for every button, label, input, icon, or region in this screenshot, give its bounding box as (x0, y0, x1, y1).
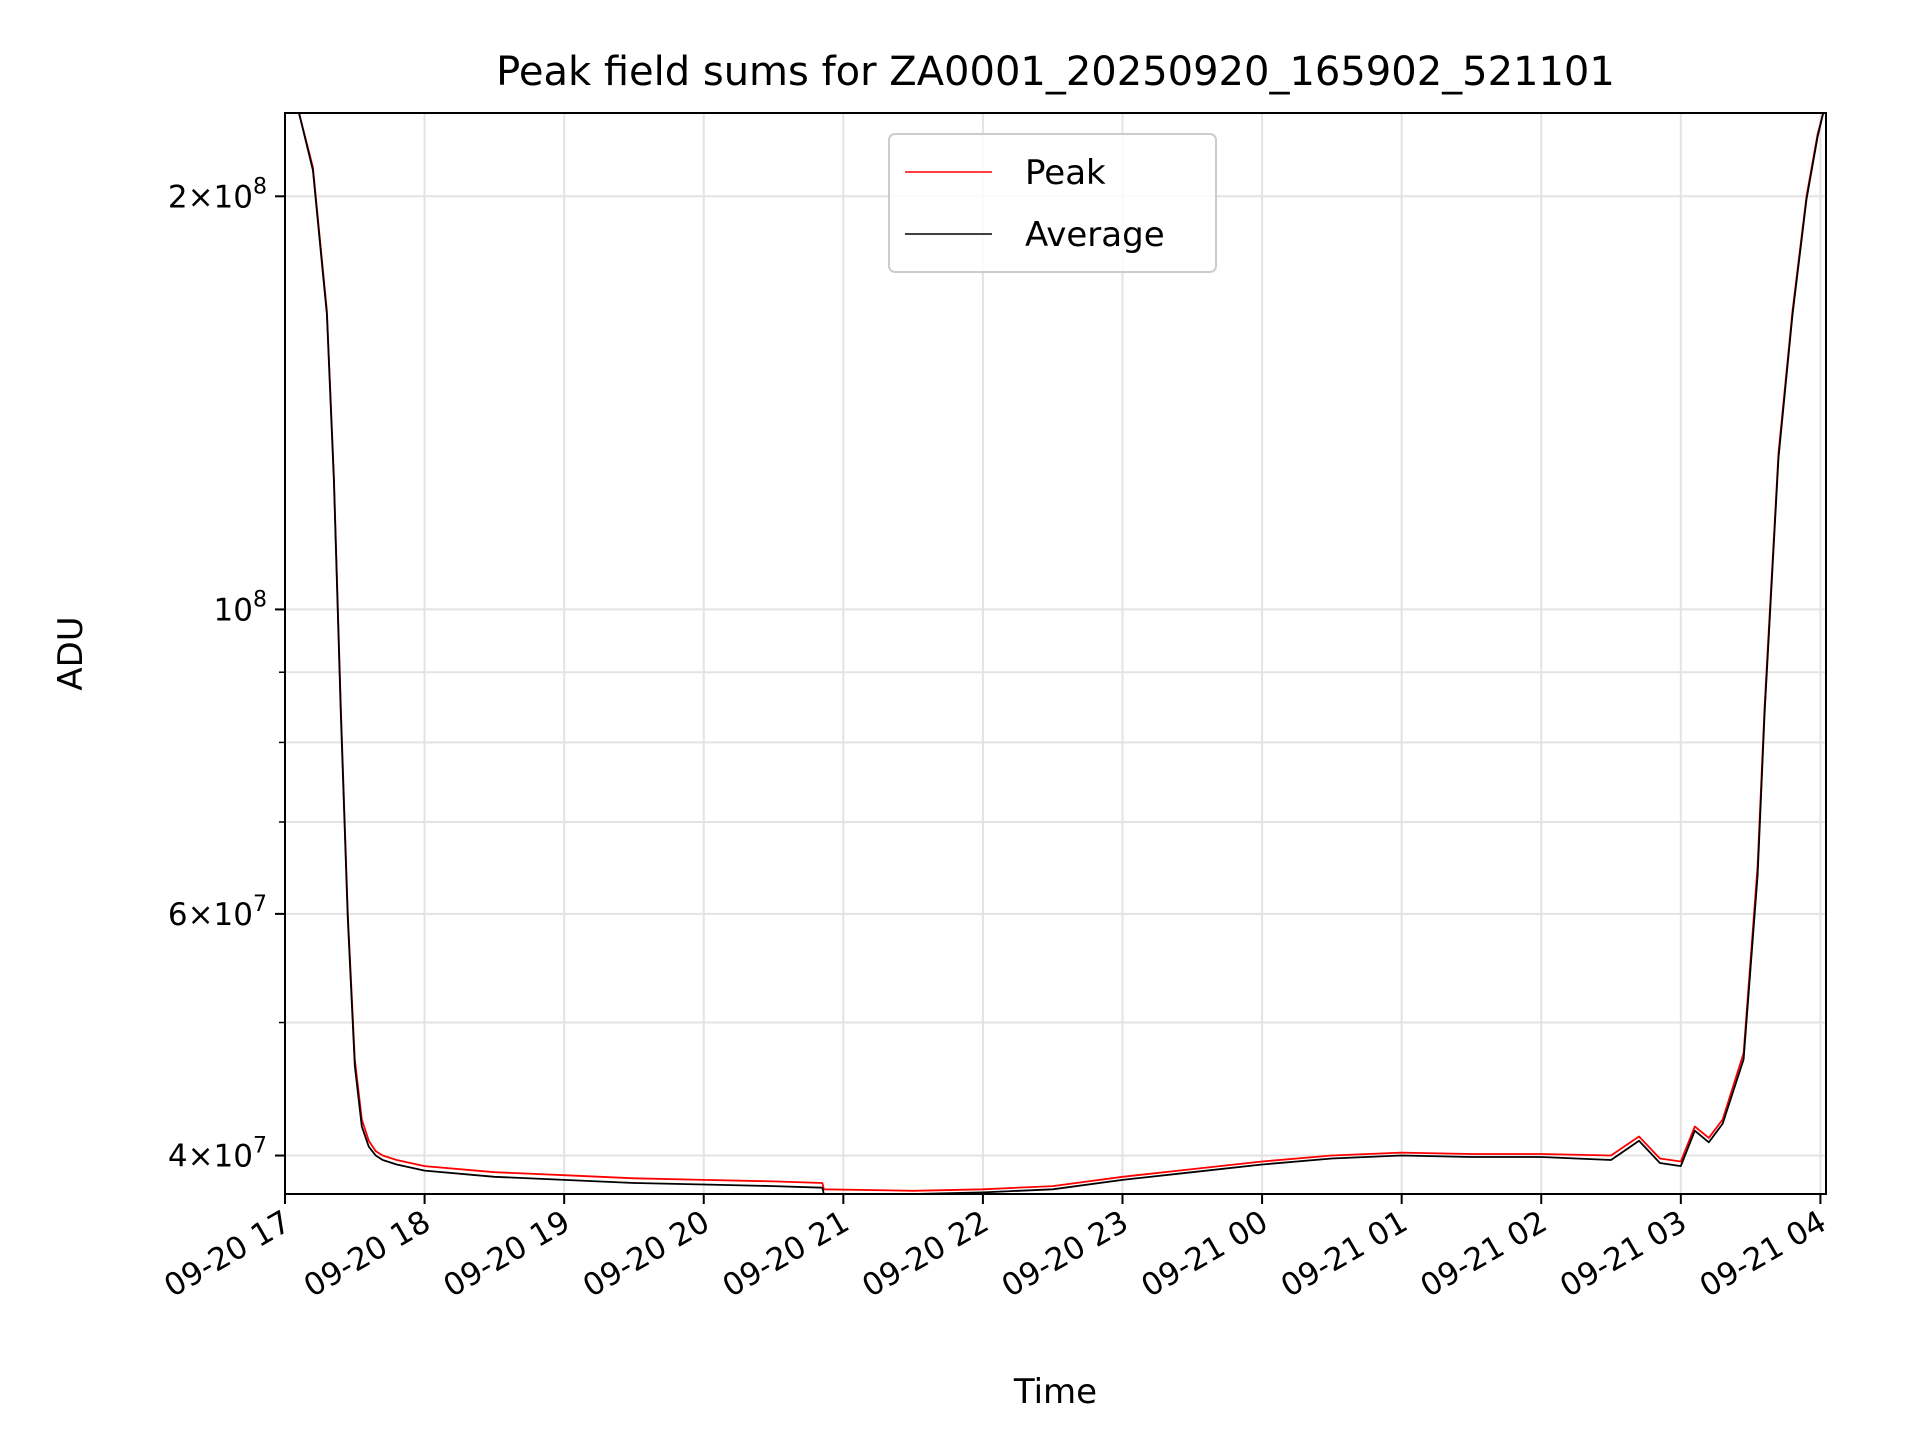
legend: Peak Average (888, 133, 1217, 273)
grid (284, 113, 1826, 1194)
legend-label-peak: Peak (1025, 153, 1106, 193)
y-tick-label: 6×107 (168, 892, 267, 933)
y-tick-exponent: 7 (253, 892, 267, 917)
legend-label-average: Average (1025, 215, 1165, 255)
y-tick-times: × (188, 1139, 214, 1175)
y-tick-times: × (188, 897, 214, 933)
y-tick-mantissa: 4 (168, 1139, 188, 1175)
legend-box (888, 133, 1217, 273)
y-tick-base: 10 (214, 592, 253, 628)
chart-title: Peak field sums for ZA0001_20250920_1659… (496, 49, 1615, 95)
y-tick-exponent: 7 (253, 1134, 267, 1159)
series-line-peak (298, 112, 1825, 1192)
y-tick-base: 10 (214, 1139, 253, 1175)
y-tick-label: 4×107 (168, 1134, 267, 1175)
y-tick-label: 2×108 (168, 174, 267, 215)
y-tick-mantissa: 6 (168, 897, 188, 933)
plot-frame (284, 112, 1827, 1195)
series-line-average (298, 112, 1825, 1195)
y-tick-exponent: 8 (253, 587, 267, 612)
y-axis-label: ADU (51, 616, 91, 690)
y-tick-exponent: 8 (253, 174, 267, 199)
y-tick-base: 10 (214, 179, 253, 215)
x-axis-label: Time (1013, 1372, 1097, 1412)
y-tick-mantissa: 2 (168, 179, 188, 215)
series-lines (298, 112, 1825, 1195)
y-tick-times: × (188, 179, 214, 215)
y-tick-label: 108 (214, 587, 267, 628)
y-tick-base: 10 (214, 897, 253, 933)
